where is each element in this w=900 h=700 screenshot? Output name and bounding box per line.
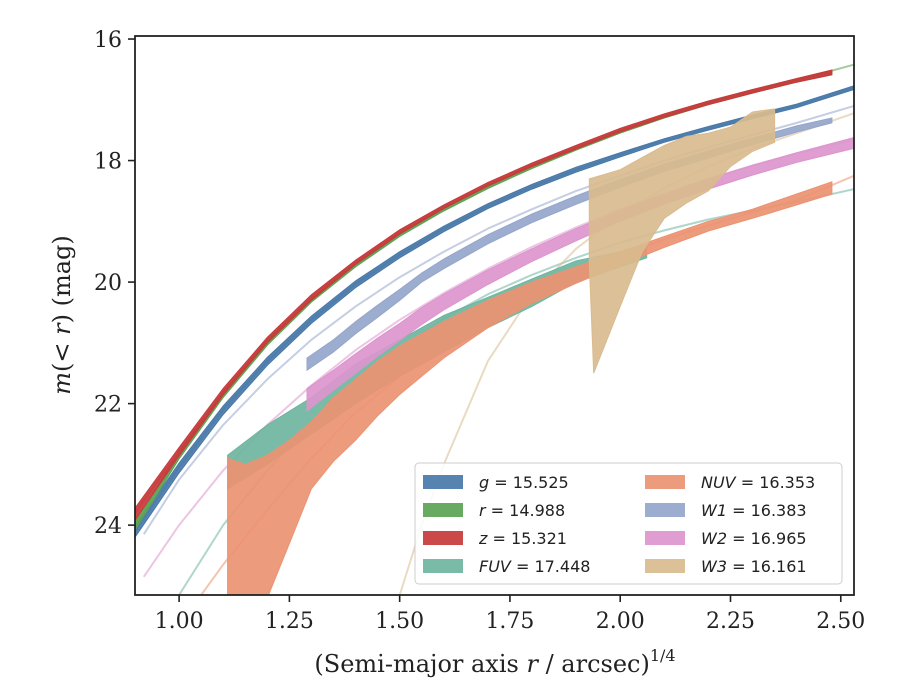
profile-band-w3	[588, 108, 776, 374]
profile-band-z	[135, 69, 833, 522]
legend-swatch-nuv	[645, 475, 685, 489]
legend-swatch-w1	[645, 503, 685, 517]
legend: g = 15.525 r = 14.988 z = 15.321 FUV = 17.4…	[414, 462, 843, 585]
legend-box	[414, 462, 843, 585]
x-tick-label: 2.25	[706, 609, 755, 634]
y-tick-label: 22	[94, 393, 122, 418]
y-tick-label: 24	[94, 514, 122, 539]
legend-swatch-w2	[645, 531, 685, 545]
profile-band-w1	[306, 117, 833, 372]
legend-label-nuv: NUV = 16.353	[701, 473, 815, 492]
profile-band-w2	[306, 136, 854, 412]
x-tick-label: 2.00	[596, 609, 645, 634]
y-tick-label: 18	[94, 150, 122, 175]
x-tick-label: 1.50	[375, 609, 424, 634]
y-tick-label: 20	[94, 271, 122, 296]
legend-label-g: g = 15.525	[479, 473, 569, 492]
legend-label-z: z = 15.321	[478, 529, 567, 548]
legend-swatch-w3	[645, 559, 685, 573]
profile-band-g	[135, 85, 854, 539]
legend-label-r: r = 14.988	[479, 501, 565, 520]
legend-label-w2: W2 = 16.965	[701, 529, 807, 548]
x-tick-label: 1.25	[265, 609, 314, 634]
x-tick-label: 2.50	[816, 609, 865, 634]
profile-band-nuv	[227, 181, 833, 595]
y-tick-label: 16	[94, 28, 122, 53]
legend-label-w1: W1 = 16.383	[701, 501, 807, 520]
legend-label-w3: W3 = 16.161	[701, 557, 807, 576]
x-tick-label: 1.75	[485, 609, 534, 634]
profile-bands	[135, 69, 854, 595]
x-axis: 1.00 1.25 1.50 1.75 2.00 2.25 2.50	[155, 595, 865, 634]
y-axis: 16 18 20 22 24	[94, 28, 135, 539]
legend-swatch-g	[423, 475, 463, 489]
y-axis-label: m(< r) (mag)	[48, 235, 76, 395]
x-axis-label: (Semi-major axis r / arcsec)1/4	[314, 646, 675, 678]
legend-label-fuv: FUV = 17.448	[479, 557, 590, 576]
x-tick-label: 1.00	[155, 609, 204, 634]
legend-swatch-fuv	[423, 559, 463, 573]
legend-swatch-r	[423, 503, 463, 517]
plot-frame	[134, 35, 855, 596]
legend-swatch-z	[423, 531, 463, 545]
